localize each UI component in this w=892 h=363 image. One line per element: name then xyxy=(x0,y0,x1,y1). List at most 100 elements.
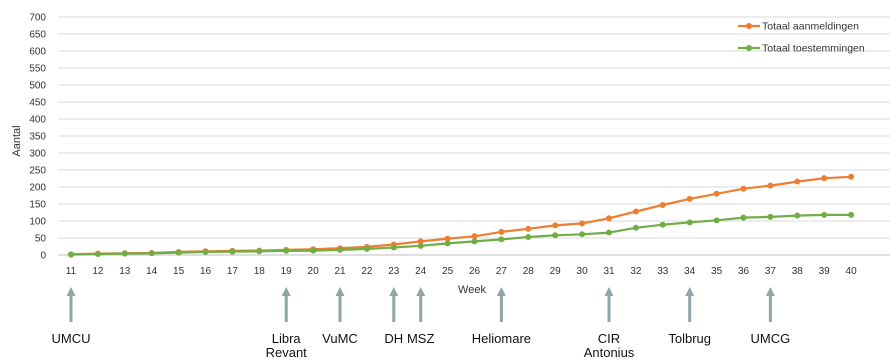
annotation-arrow-shaft xyxy=(688,293,692,322)
x-tick-label: 28 xyxy=(523,266,535,277)
x-tick-label: 19 xyxy=(281,266,293,277)
data-point xyxy=(390,244,397,251)
x-tick-label: 16 xyxy=(200,266,212,277)
data-point xyxy=(713,190,720,197)
y-axis-ticks: 0 50 100 150 200 250 300 350 400 450 500 550 600 650 7… xyxy=(29,13,46,262)
x-tick-label: 39 xyxy=(819,266,831,277)
annotation-label: Heliomare xyxy=(472,331,531,346)
y-tick-label: 650 xyxy=(29,30,46,41)
data-point xyxy=(821,211,828,218)
annotation-arrow-head xyxy=(281,287,291,296)
data-point xyxy=(229,248,236,255)
data-point xyxy=(68,251,74,258)
x-tick-label: 35 xyxy=(711,266,723,277)
y-tick-label: 0 xyxy=(40,251,46,262)
x-axis-ticks: 11 12 13 14 15 16 17 18 19 20 21 22 23 24 25 26 27 28 29 30… xyxy=(66,266,857,277)
data-point xyxy=(444,240,451,247)
annotation-label: Revant xyxy=(266,345,308,360)
data-point xyxy=(498,228,505,235)
annotation-label: CIR xyxy=(598,331,620,346)
x-tick-label: 36 xyxy=(738,266,750,277)
data-point xyxy=(148,250,155,257)
data-point xyxy=(283,247,290,254)
y-tick-label: 700 xyxy=(29,13,46,24)
annotation-label: DH xyxy=(384,331,403,346)
annotation-arrow-head xyxy=(496,287,506,296)
series-line-2 xyxy=(70,213,852,256)
annotation-arrow-head xyxy=(66,287,76,296)
data-point xyxy=(606,229,612,236)
data-point xyxy=(94,250,101,257)
annotation-label: UMCU xyxy=(52,331,91,346)
data-point xyxy=(363,245,370,252)
data-point xyxy=(686,219,693,226)
annotation-label: UMCG xyxy=(751,331,791,346)
data-point xyxy=(202,248,209,255)
y-tick-label: 100 xyxy=(29,217,46,228)
x-tick-label: 15 xyxy=(173,266,185,277)
series-lines xyxy=(70,175,852,256)
x-tick-label: 12 xyxy=(92,266,104,277)
annotation-arrow-head xyxy=(604,287,614,296)
y-tick-label: 200 xyxy=(29,183,46,194)
data-point xyxy=(659,221,666,228)
annotation-arrow-shaft xyxy=(768,293,772,322)
y-axis-title: Aantal xyxy=(11,125,23,156)
y-tick-label: 400 xyxy=(29,115,46,126)
x-tick-label: 22 xyxy=(361,266,373,277)
annotation-arrow-shaft xyxy=(419,293,423,322)
data-point xyxy=(417,238,424,245)
data-point xyxy=(821,175,828,182)
data-point xyxy=(767,182,774,189)
data-point xyxy=(579,231,586,238)
data-point xyxy=(659,202,666,209)
x-tick-label: 31 xyxy=(603,266,615,277)
x-tick-label: 38 xyxy=(792,266,804,277)
x-tick-label: 18 xyxy=(254,266,266,277)
data-point xyxy=(713,217,720,224)
data-point xyxy=(606,215,612,222)
data-point xyxy=(471,238,478,245)
legend-label: Totaal toestemmingen xyxy=(762,43,865,55)
x-tick-label: 25 xyxy=(442,266,454,277)
annotation-arrow-shaft xyxy=(69,293,73,322)
data-point xyxy=(552,222,559,229)
x-tick-label: 30 xyxy=(577,266,589,277)
data-point xyxy=(794,178,801,185)
x-tick-label: 24 xyxy=(415,266,427,277)
annotation-label: Antonius xyxy=(584,345,635,360)
x-tick-label: 37 xyxy=(765,266,777,277)
y-tick-label: 550 xyxy=(29,64,46,75)
annotation-label: Libra xyxy=(272,331,302,346)
x-tick-label: 13 xyxy=(119,266,131,277)
annotation-label: MSZ xyxy=(407,331,435,346)
data-point xyxy=(525,233,532,240)
y-tick-label: 350 xyxy=(29,132,46,143)
x-tick-label: 40 xyxy=(846,266,858,277)
data-point xyxy=(337,246,343,253)
data-point xyxy=(525,225,532,232)
data-point xyxy=(310,247,317,254)
legend-marker xyxy=(746,45,752,51)
data-point xyxy=(552,232,559,239)
data-point xyxy=(740,185,747,192)
annotation-arrow-shaft xyxy=(338,293,342,322)
x-tick-label: 29 xyxy=(550,266,562,277)
annotation-arrow-shaft xyxy=(284,293,288,322)
data-point xyxy=(632,208,639,215)
annotation-arrow-shaft xyxy=(499,293,503,322)
series-points xyxy=(68,173,855,258)
x-tick-label: 21 xyxy=(334,266,346,277)
data-point xyxy=(417,242,424,249)
x-tick-label: 26 xyxy=(469,266,481,277)
legend-label: Totaal aanmeldingen xyxy=(762,21,859,33)
annotation-arrow-shaft xyxy=(392,293,396,322)
data-point xyxy=(632,224,639,231)
x-tick-label: 33 xyxy=(657,266,669,277)
gridlines xyxy=(58,16,890,256)
annotation-arrow-head xyxy=(685,287,695,296)
x-tick-label: 17 xyxy=(227,266,239,277)
x-tick-label: 14 xyxy=(146,266,158,277)
x-tick-label: 11 xyxy=(66,266,77,277)
